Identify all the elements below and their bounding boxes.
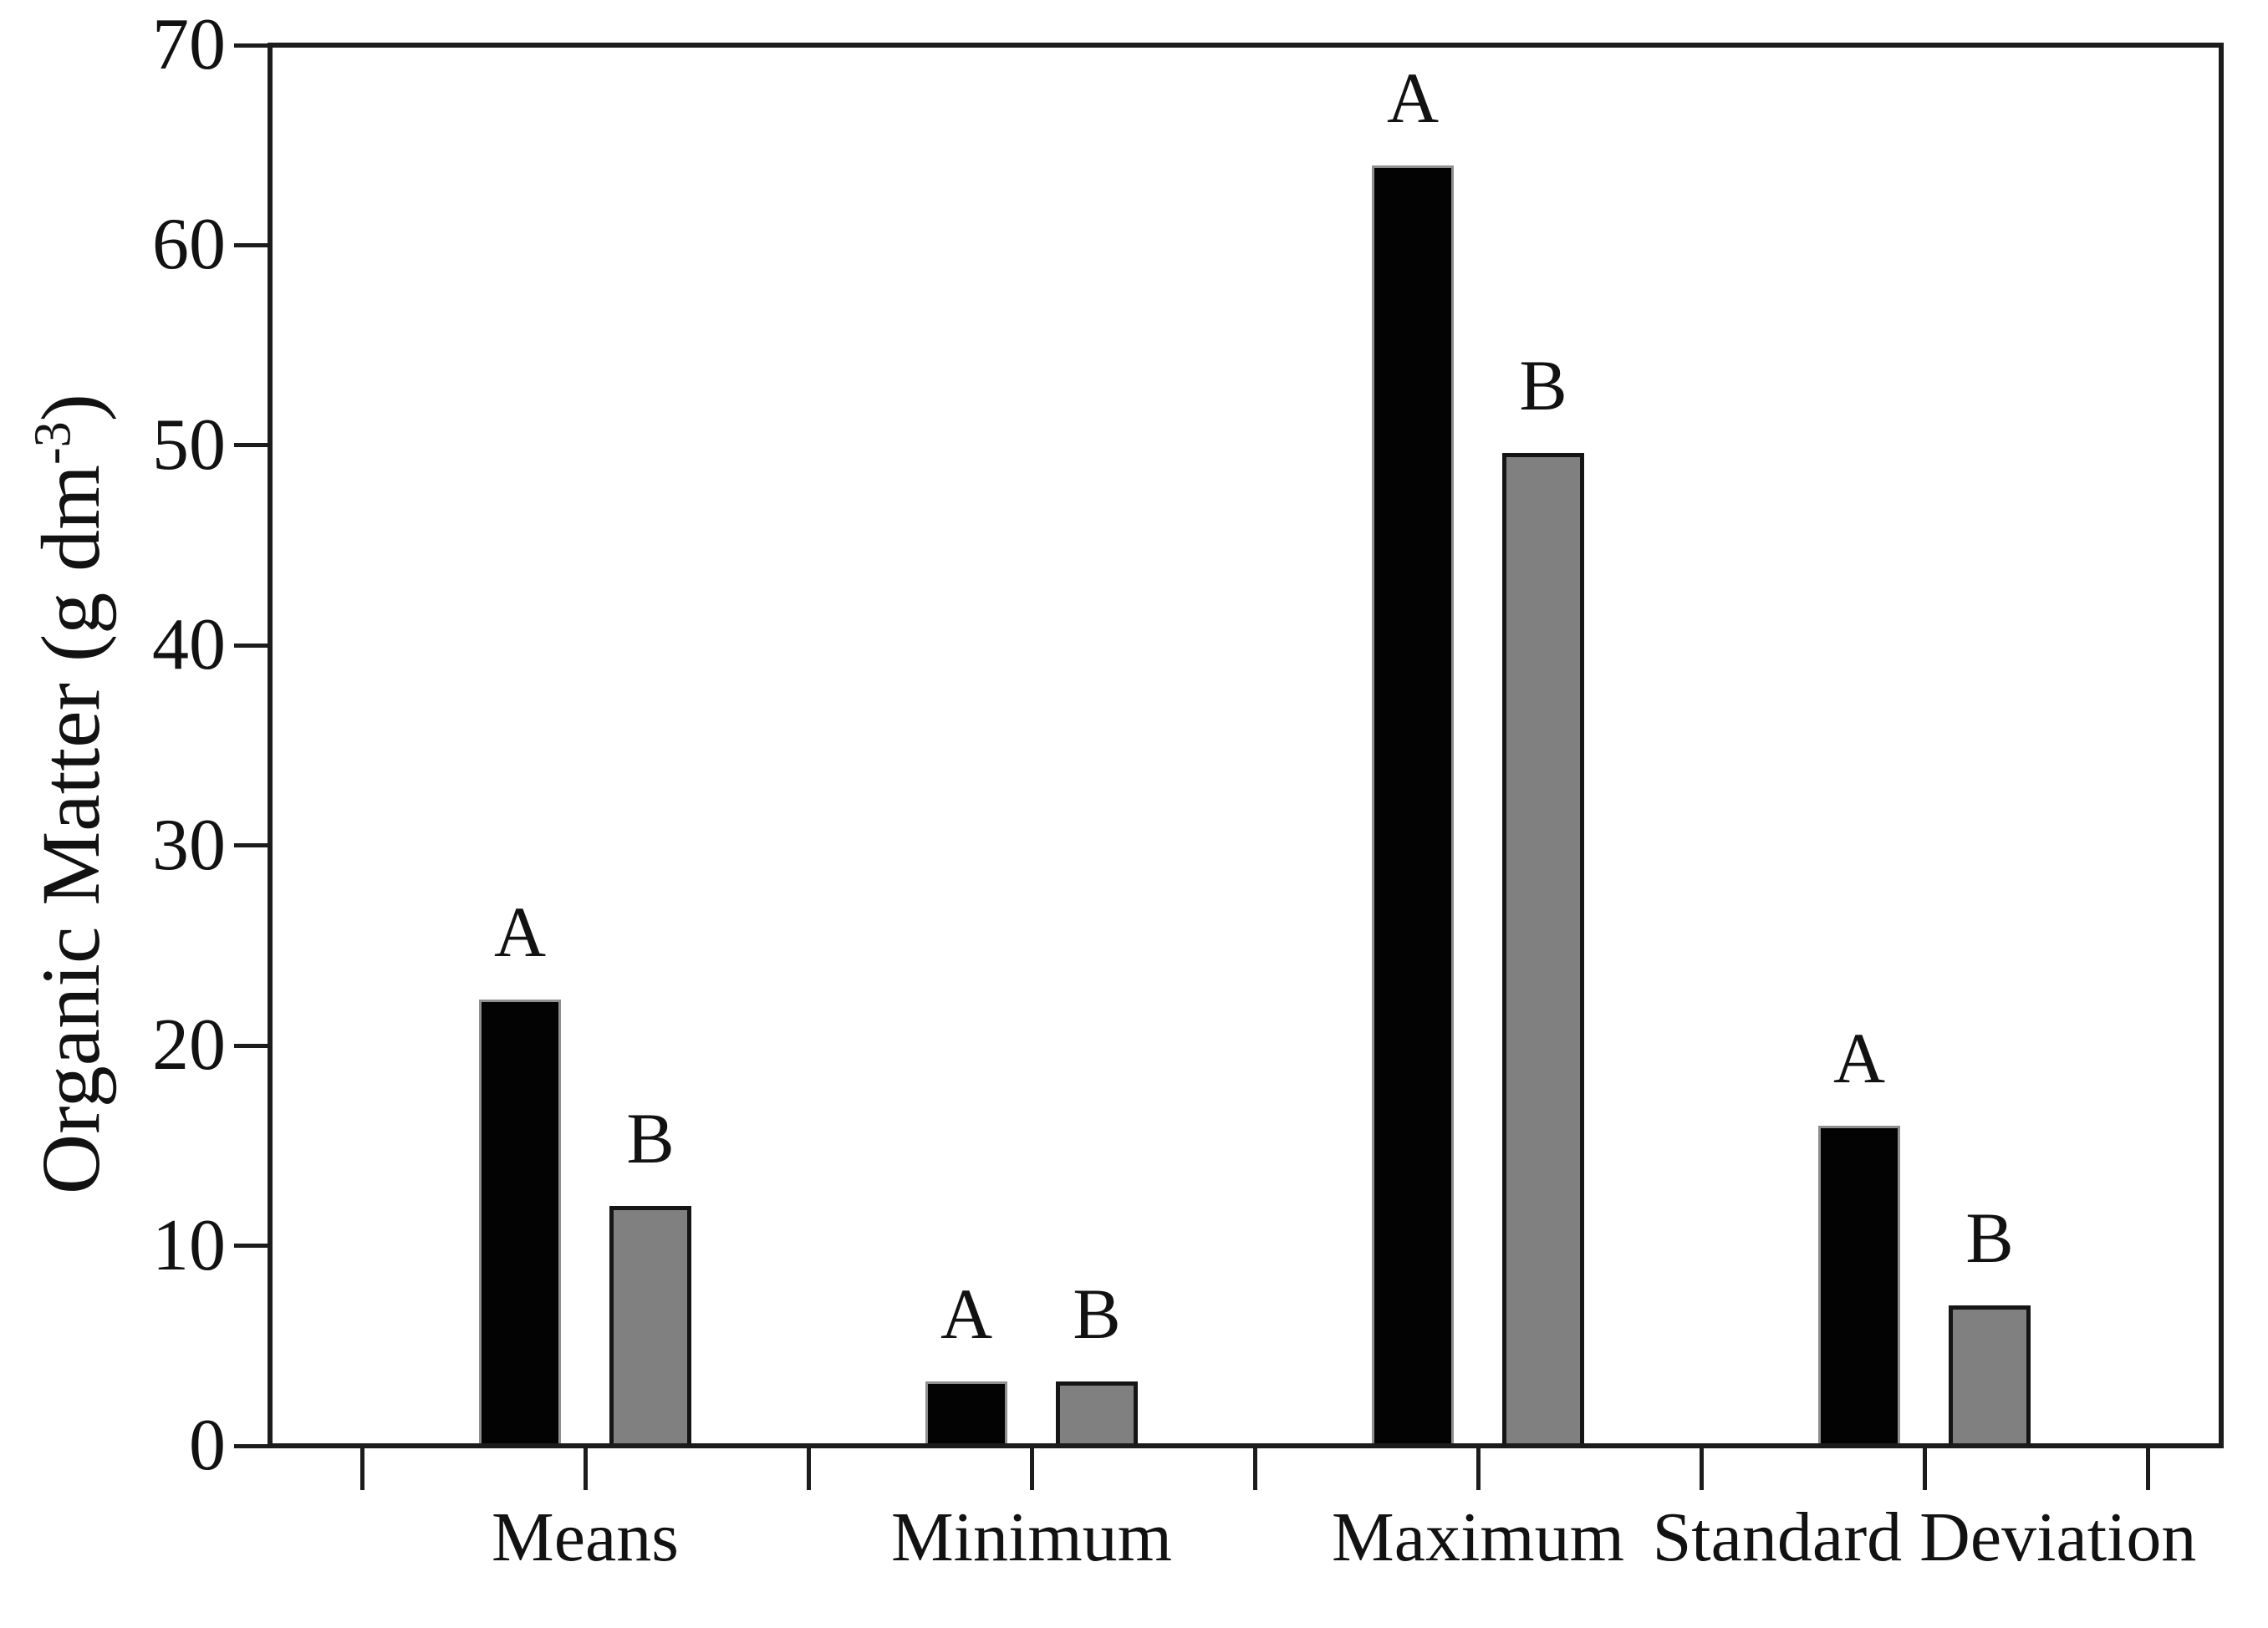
y-tick [234, 242, 268, 247]
bar-letter-means-a: A [493, 892, 547, 972]
x-tick [1475, 1448, 1481, 1490]
x-tick [1922, 1448, 1927, 1490]
bar-letter-minimum-b: B [1073, 1274, 1121, 1354]
bar-letter-standard-deviation-b: B [1965, 1198, 2014, 1278]
y-tick [234, 1043, 268, 1048]
y-tick-label: 30 [152, 804, 226, 886]
y-tick-label: 10 [152, 1204, 226, 1286]
bar-letter-maximum-a: A [1386, 58, 1440, 138]
x-category-label-standard-deviation: Standard Deviation [1652, 1498, 2197, 1576]
y-tick [234, 643, 268, 648]
x-category-label-maximum: Maximum [1332, 1498, 1624, 1576]
x-tick [359, 1448, 364, 1490]
y-tick [234, 1443, 268, 1448]
bar-letter-standard-deviation-a: A [1832, 1018, 1886, 1098]
bar-minimum-b [1056, 1381, 1138, 1448]
y-tick-label: 70 [152, 4, 226, 85]
bar-letter-maximum-b: B [1519, 345, 1567, 425]
x-category-label-means: Means [492, 1498, 679, 1576]
x-tick [806, 1448, 811, 1490]
y-tick [234, 43, 268, 48]
bar-maximum-a [1372, 165, 1454, 1448]
y-tick [234, 1244, 268, 1249]
y-tick [234, 843, 268, 848]
bar-minimum-a [925, 1381, 1007, 1448]
y-tick-label: 20 [152, 1005, 226, 1086]
x-tick [1699, 1448, 1704, 1490]
bar-letter-minimum-a: A [940, 1274, 993, 1354]
y-tick-label: 50 [152, 404, 226, 486]
x-category-label-minimum: Minimum [890, 1498, 1173, 1576]
bar-standard-deviation-b [1949, 1305, 2031, 1448]
bar-means-b [609, 1206, 691, 1448]
x-tick [2145, 1448, 2150, 1490]
bar-letter-means-b: B [626, 1098, 675, 1178]
x-tick [583, 1448, 588, 1490]
y-tick-label: 60 [152, 204, 226, 286]
x-tick [1252, 1448, 1257, 1490]
y-tick-label: 40 [152, 604, 226, 686]
bar-means-a [479, 1000, 561, 1448]
x-tick [1029, 1448, 1034, 1490]
bar-maximum-b [1502, 453, 1584, 1448]
y-tick [234, 443, 268, 448]
y-tick-label: 0 [189, 1405, 226, 1486]
bar-standard-deviation-a [1818, 1126, 1900, 1448]
